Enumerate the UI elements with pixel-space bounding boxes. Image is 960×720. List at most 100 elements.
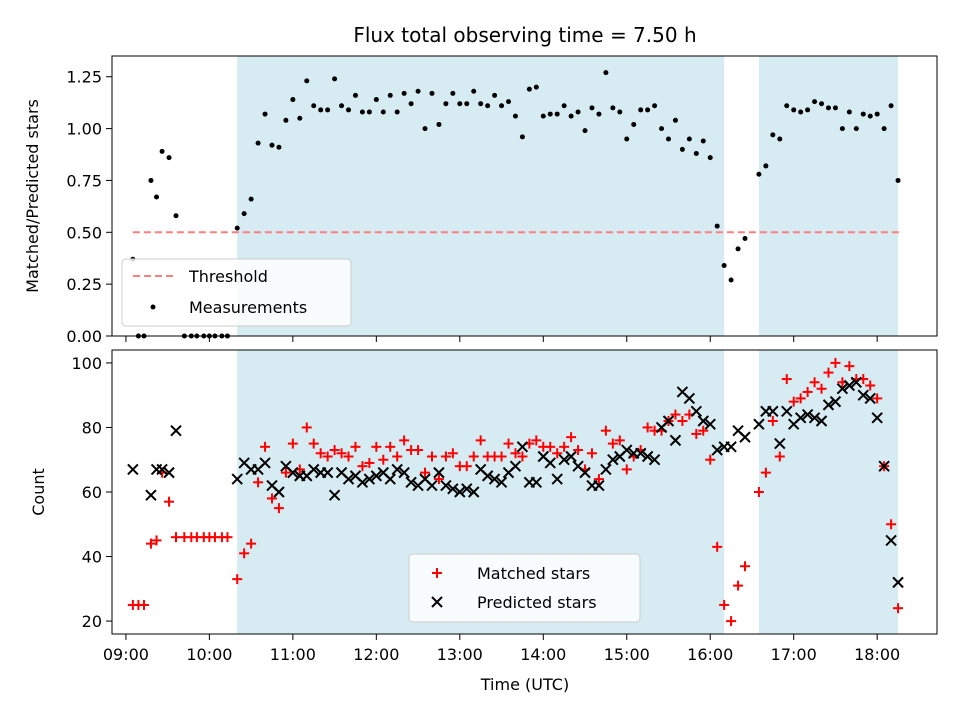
x-tick-label: 16:00 bbox=[687, 645, 733, 664]
measurement-point bbox=[318, 107, 324, 113]
predicted-star-point bbox=[447, 483, 459, 495]
matched-star-point bbox=[413, 445, 424, 456]
matched-star-point bbox=[440, 451, 451, 462]
measurement-point bbox=[154, 194, 160, 200]
measurements-series bbox=[130, 70, 901, 339]
matched-star-point bbox=[151, 535, 162, 546]
predicted-star-point bbox=[690, 405, 703, 418]
matched-star-point bbox=[287, 438, 298, 449]
matched-star-point bbox=[145, 538, 156, 549]
predicted-star-point bbox=[426, 479, 438, 492]
predicted-star-point bbox=[170, 424, 182, 437]
predicted-star-point bbox=[516, 441, 529, 453]
matched-star-point bbox=[719, 599, 730, 610]
matched-star-point bbox=[593, 474, 604, 485]
matched-star-point bbox=[468, 451, 479, 462]
measurement-point bbox=[283, 117, 289, 123]
matched-star-point bbox=[712, 541, 723, 552]
predicted-star-point bbox=[857, 389, 869, 401]
matched-star-point bbox=[691, 428, 702, 439]
measurement-point bbox=[373, 97, 379, 103]
x-tick-label: 11:00 bbox=[270, 645, 316, 664]
measurement-point bbox=[408, 101, 414, 107]
matched-star-point bbox=[343, 451, 354, 462]
matched-star-point bbox=[447, 448, 458, 459]
matched-star-point bbox=[336, 448, 347, 459]
predicted-star-point bbox=[495, 476, 508, 489]
measurement-point bbox=[519, 134, 525, 140]
matched-star-point bbox=[301, 422, 312, 433]
top-plot-frame bbox=[111, 55, 938, 337]
measurement-point bbox=[672, 117, 678, 123]
measurement-point bbox=[401, 90, 407, 96]
predicted-star-point bbox=[488, 473, 501, 485]
measurement-point bbox=[839, 126, 845, 132]
matched-star-point bbox=[607, 438, 618, 449]
matched-star-point bbox=[350, 441, 361, 452]
measurement-point bbox=[533, 84, 539, 90]
measurement-point bbox=[819, 101, 825, 107]
predicted-star-point bbox=[815, 415, 828, 427]
measurement-point bbox=[346, 107, 352, 113]
measurement-point bbox=[554, 111, 560, 117]
top-y-axis: 0.00 0.25 0.50 0.75 1.00 1.25 bbox=[66, 68, 112, 346]
measurement-point bbox=[742, 236, 748, 242]
matched-star-point bbox=[586, 448, 597, 459]
measurement-point bbox=[700, 138, 706, 144]
predicted-star-point bbox=[440, 479, 452, 492]
y-tick-label: 0.50 bbox=[66, 223, 102, 242]
measurement-point bbox=[499, 103, 505, 109]
predicted-star-point bbox=[321, 466, 334, 479]
bottom-y-axis-label: Count bbox=[29, 468, 48, 516]
matched-star-point bbox=[357, 461, 368, 472]
predicted-star-point bbox=[461, 483, 473, 495]
bottom-y-axis: 20 40 60 80 100 bbox=[71, 354, 112, 631]
predicted-star-point bbox=[558, 454, 570, 466]
matched-star-point bbox=[266, 493, 277, 504]
measurement-point bbox=[471, 88, 477, 94]
matched-star-point bbox=[392, 451, 403, 462]
measurement-point bbox=[846, 109, 852, 115]
x-tick-label: 18:00 bbox=[854, 645, 900, 664]
measurement-point bbox=[506, 99, 512, 105]
measurement-point bbox=[332, 76, 338, 82]
counts-series bbox=[127, 357, 904, 627]
matched-star-point bbox=[733, 580, 744, 591]
measurement-point bbox=[492, 92, 498, 98]
predicted-star-point bbox=[850, 376, 863, 388]
predicted-star-point bbox=[621, 444, 633, 456]
matched-star-point bbox=[364, 457, 375, 468]
observing-period-1 bbox=[758, 350, 899, 634]
predicted-star-point bbox=[530, 476, 543, 489]
measurement-point bbox=[173, 213, 179, 219]
matched-star-point bbox=[566, 432, 577, 443]
measurement-point bbox=[339, 103, 345, 109]
y-tick-label: 60 bbox=[82, 483, 102, 502]
predicted-star-point bbox=[391, 463, 403, 476]
predicted-star-point bbox=[287, 466, 299, 479]
predicted-star-point bbox=[481, 470, 494, 482]
measurement-point bbox=[825, 105, 831, 111]
measurement-point bbox=[561, 103, 567, 109]
matched-star-point bbox=[677, 416, 688, 426]
matched-legend-label: Matched stars bbox=[477, 564, 590, 583]
measurement-point bbox=[728, 277, 734, 283]
measurement-point bbox=[311, 103, 317, 109]
y-tick-label: 40 bbox=[82, 548, 102, 567]
bottom-x-axis: 09:00 10:00 11:00 12:00 13:00 14:00 15:00 16:00… bbox=[103, 634, 900, 664]
predicted-star-point bbox=[822, 399, 835, 411]
predicted-star-point bbox=[871, 412, 883, 424]
matched-star-point bbox=[621, 464, 632, 475]
predicted-legend-swatch bbox=[431, 596, 443, 608]
matched-star-point bbox=[308, 438, 319, 449]
measurement-point bbox=[526, 86, 532, 92]
matched-star-point bbox=[788, 396, 799, 407]
measurement-point bbox=[394, 109, 400, 115]
top-legend-box bbox=[121, 258, 352, 327]
x-tick-label: 14:00 bbox=[520, 645, 566, 664]
y-tick-label: 0.25 bbox=[66, 275, 102, 294]
predicted-star-point bbox=[384, 473, 396, 485]
predicted-star-point bbox=[150, 463, 163, 476]
predicted-star-point bbox=[767, 405, 779, 418]
predicted-star-point bbox=[405, 476, 417, 489]
